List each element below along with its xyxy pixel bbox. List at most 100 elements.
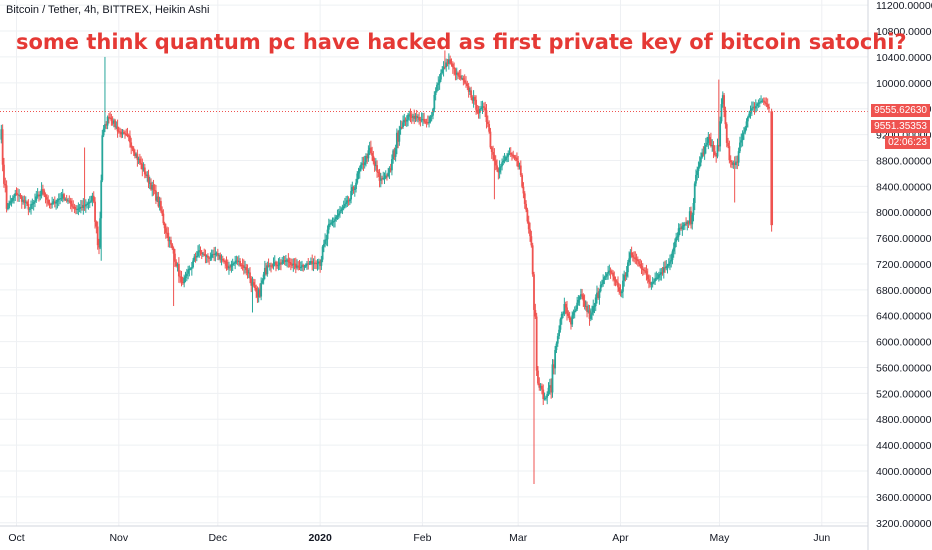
candle-body <box>127 135 130 137</box>
candle-body <box>578 296 581 300</box>
candle-body <box>47 199 50 204</box>
candle-body <box>99 218 102 248</box>
candle-body <box>187 270 190 274</box>
candle-body <box>678 227 681 229</box>
candle-body <box>635 258 638 260</box>
candle-body <box>552 364 555 369</box>
candle-body <box>109 117 112 119</box>
candle-body <box>551 364 554 393</box>
candle-body <box>301 265 303 268</box>
candle-body <box>633 257 635 259</box>
candle-body <box>88 201 91 203</box>
candle-body <box>707 137 710 143</box>
candle-body <box>202 253 204 255</box>
candle-body <box>224 261 227 263</box>
candle-body <box>134 152 136 156</box>
candle-body <box>120 131 123 135</box>
candle-body <box>409 114 412 117</box>
candle-body <box>52 201 55 203</box>
candle-body <box>263 267 266 275</box>
candle-body <box>398 129 401 142</box>
candle-body <box>698 162 701 168</box>
x-tick-label: Oct <box>8 532 24 544</box>
candle-body <box>42 189 44 191</box>
candle-body <box>240 265 243 267</box>
candle-body <box>234 262 237 264</box>
y-tick-label: 6400.00000 <box>876 311 932 323</box>
candle-body <box>446 62 449 64</box>
candle-body <box>625 272 628 277</box>
candle-body <box>321 246 324 260</box>
candle-body <box>629 252 632 259</box>
candle-body <box>351 187 354 191</box>
y-tick-label: 8400.00000 <box>876 181 932 193</box>
x-tick-label: Dec <box>208 532 227 544</box>
candle-body <box>501 162 503 167</box>
y-tick-label: 4400.00000 <box>876 440 932 452</box>
candle-body <box>368 147 371 151</box>
candle-body <box>517 160 520 167</box>
candle-body <box>122 132 125 134</box>
candle-body <box>164 228 167 233</box>
candle-body <box>83 204 86 207</box>
candle-body <box>519 165 522 176</box>
candle-body <box>645 271 648 276</box>
candle-body <box>711 145 714 147</box>
y-tick-label: 4000.00000 <box>876 466 932 478</box>
candle-body <box>593 306 596 308</box>
candle-body <box>681 226 684 230</box>
candle-body <box>660 272 663 275</box>
candle-body <box>126 134 129 136</box>
candle-body <box>138 158 141 163</box>
candle-body <box>735 161 737 166</box>
candle-body <box>156 196 159 201</box>
candle-body <box>420 119 423 121</box>
candle-body <box>335 217 338 220</box>
candle-body <box>226 265 229 269</box>
candle-body <box>743 132 745 134</box>
candle-body <box>433 94 436 110</box>
candle-body <box>1 129 4 165</box>
candle-body <box>207 255 209 258</box>
candle-body <box>603 277 606 280</box>
candle-body <box>636 259 639 262</box>
candle-body <box>3 164 5 184</box>
candle-body <box>502 160 505 163</box>
candle-body <box>92 195 95 202</box>
candle-body <box>115 126 118 128</box>
candle-body <box>250 278 253 286</box>
candle-body <box>203 253 206 255</box>
candle-body <box>38 194 40 197</box>
candle-body <box>723 95 726 111</box>
candle-body <box>466 83 469 86</box>
candle-body <box>451 64 454 68</box>
candle-body <box>292 263 295 266</box>
candle-body <box>366 155 369 159</box>
candle-body <box>599 284 602 292</box>
candle-body <box>277 264 280 266</box>
candle-body <box>324 239 326 244</box>
candle-body <box>631 255 634 258</box>
candle-body <box>493 154 496 161</box>
candle-body <box>116 126 119 132</box>
candle-body <box>521 175 524 187</box>
candle-body <box>36 194 39 197</box>
candle-body <box>142 167 145 170</box>
candle-body <box>619 291 622 294</box>
candle-body <box>563 304 566 314</box>
candle-body <box>352 187 355 190</box>
candle-body <box>261 280 264 283</box>
candle-body <box>170 240 172 245</box>
candle-body <box>100 180 103 219</box>
candle-body <box>84 204 87 207</box>
x-tick-label: Nov <box>109 532 128 544</box>
candle-body <box>677 228 680 237</box>
candle-body <box>605 273 608 277</box>
candle-body <box>179 276 182 278</box>
candle-body <box>311 261 314 265</box>
candle-body <box>225 261 228 266</box>
candle-body <box>31 203 34 205</box>
candle-body <box>550 385 553 393</box>
candle-body <box>125 133 128 135</box>
